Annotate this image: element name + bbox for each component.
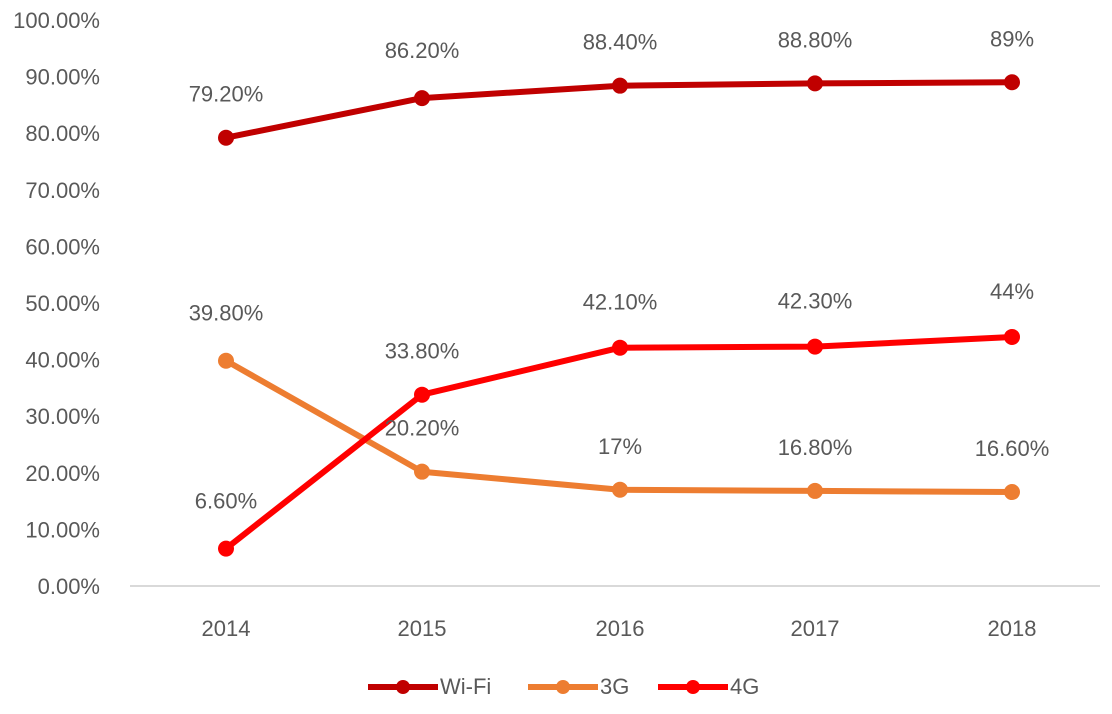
- legend-item-3g: 3G: [528, 674, 629, 699]
- data-label: 88.80%: [778, 27, 853, 52]
- y-tick-label: 20.00%: [25, 461, 100, 486]
- y-tick-label: 0.00%: [38, 574, 100, 599]
- data-label: 86.20%: [385, 38, 460, 63]
- x-tick-label: 2014: [202, 616, 251, 641]
- series-layer: [218, 74, 1020, 557]
- x-tick-label: 2017: [791, 616, 840, 641]
- x-tick-label: 2015: [398, 616, 447, 641]
- y-axis-ticks: 0.00% 10.00% 20.00% 30.00% 40.00% 50.00% 60.00…: [13, 8, 100, 599]
- series-wi-fi: [218, 74, 1020, 146]
- x-tick-label: 2016: [596, 616, 645, 641]
- series-4g: [218, 328, 1020, 557]
- legend-marker-icon: [556, 680, 570, 694]
- data-label: 44%: [990, 279, 1034, 304]
- legend-marker-icon: [396, 680, 410, 694]
- y-tick-label: 70.00%: [25, 178, 100, 203]
- data-label: 17%: [598, 434, 642, 459]
- y-tick-label: 10.00%: [25, 517, 100, 542]
- series-line: [223, 357, 1015, 495]
- data-point-marker: [414, 463, 430, 480]
- series-3g: [218, 352, 1020, 501]
- legend-label: 3G: [600, 674, 629, 699]
- x-tick-label: 2018: [988, 616, 1037, 641]
- y-tick-label: 50.00%: [25, 291, 100, 316]
- data-point-marker: [612, 77, 628, 94]
- data-label: 42.10%: [583, 290, 658, 315]
- legend-label: 4G: [730, 674, 759, 699]
- y-tick-label: 40.00%: [25, 348, 100, 373]
- data-labels: 79.20% 86.20% 88.40% 88.80% 89% 39.80% 20.20% 1…: [189, 26, 1050, 513]
- data-label: 16.60%: [975, 436, 1050, 461]
- data-point-marker: [218, 352, 234, 369]
- data-point-marker: [807, 338, 823, 355]
- data-label: 33.80%: [385, 339, 460, 364]
- legend-item-4g: 4G: [658, 674, 759, 699]
- y-tick-label: 100.00%: [13, 8, 100, 33]
- x-axis-ticks: 2014 2015 2016 2017 2018: [202, 616, 1037, 641]
- data-point-marker: [1004, 74, 1020, 91]
- data-point-marker: [218, 129, 234, 146]
- data-point-marker: [414, 386, 430, 403]
- legend-item-wi-fi: Wi-Fi: [368, 674, 491, 699]
- legend-marker-icon: [686, 680, 700, 694]
- data-point-marker: [414, 90, 430, 107]
- y-tick-label: 80.00%: [25, 121, 100, 146]
- data-label: 42.30%: [778, 289, 853, 314]
- data-label: 16.80%: [778, 435, 853, 460]
- data-label: 20.20%: [385, 416, 460, 441]
- legend-label: Wi-Fi: [440, 674, 491, 699]
- data-label: 88.40%: [583, 30, 658, 55]
- data-label: 79.20%: [189, 82, 264, 107]
- data-point-marker: [612, 481, 628, 498]
- y-tick-label: 30.00%: [25, 404, 100, 429]
- data-label: 89%: [990, 26, 1034, 51]
- data-point-marker: [1004, 328, 1020, 345]
- data-point-marker: [1004, 484, 1020, 501]
- data-label: 6.60%: [195, 489, 257, 514]
- data-point-marker: [218, 540, 234, 557]
- data-point-marker: [807, 482, 823, 499]
- y-tick-label: 60.00%: [25, 234, 100, 259]
- data-label: 39.80%: [189, 301, 264, 326]
- y-tick-label: 90.00%: [25, 65, 100, 90]
- legend: Wi-Fi 3G 4G: [368, 674, 759, 699]
- data-point-marker: [612, 339, 628, 356]
- data-point-marker: [807, 75, 823, 92]
